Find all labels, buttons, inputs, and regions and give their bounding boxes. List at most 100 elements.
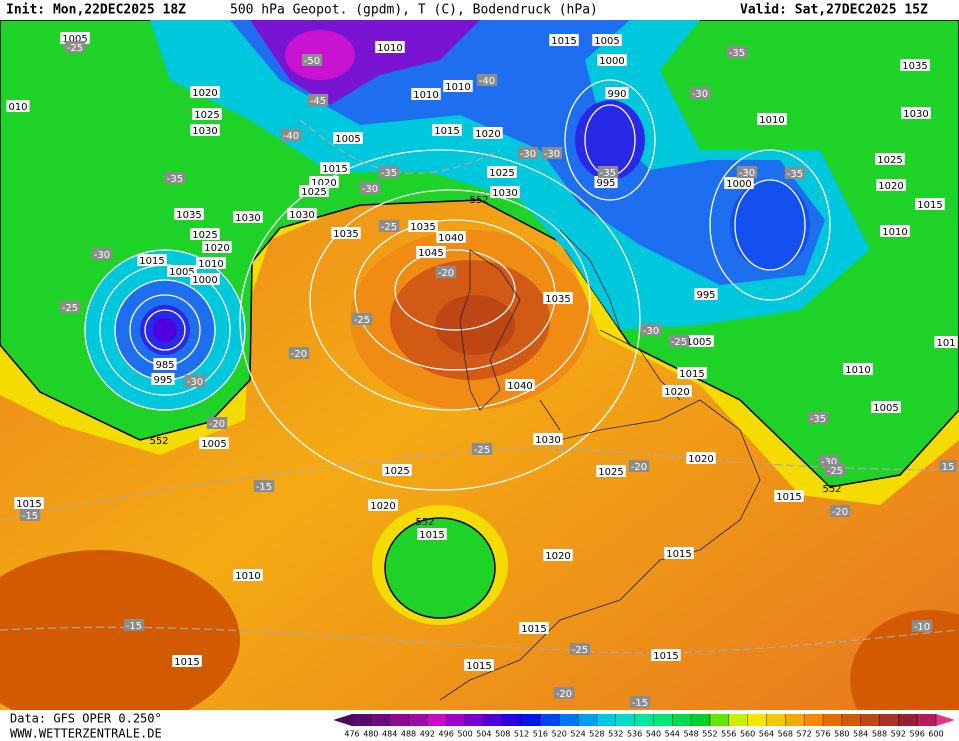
temperature-label: -20 [291,349,307,360]
pressure-label: 1010 [235,571,260,582]
pressure-label: 1030 [492,188,517,199]
pressure-label: 1015 [172,655,202,668]
pressure-label-box [880,225,910,237]
temperature-label-box [628,460,650,472]
pressure-label-box [774,490,804,502]
pressure-label-box [686,452,716,464]
pressure-label: 1010 [375,41,405,54]
pressure-label: 1025 [877,155,902,166]
pressure-label-box [605,87,629,99]
pressure-label-box [192,108,222,120]
pressure-label-box [549,34,579,46]
pressure-label: 1035 [331,227,361,240]
pressure-label: 995 [694,288,718,301]
pressure-label: 985 [155,360,174,371]
pressure-label: 1020 [878,181,903,192]
height-label: 552 [822,484,841,495]
colorbar-tick-label: 520 [552,730,567,739]
pressure-label-box [6,100,30,112]
pressure-label: 1015 [434,126,459,137]
trough-core [730,180,810,270]
temperature-label: -25 [381,222,397,233]
map-area [0,20,959,710]
temperature-label-box [253,480,275,492]
temperature-label: -30 [739,168,755,179]
temperature-label: -15 [19,509,41,522]
low-ring [153,318,177,342]
website: WWW.WETTERZENTRALE.DE [10,727,162,741]
pressure-label: 1035 [545,294,570,305]
pressure-label: 1020 [876,179,906,192]
temperature-label-box [689,87,711,99]
pressure-label-box [382,464,412,476]
temperature-label: -30 [736,166,758,179]
temperature-label: -30 [640,324,662,337]
pressure-label: 1010 [843,363,873,376]
valid-time: Valid: Sat,27DEC2025 15Z [740,3,928,18]
colorbar-tick-label: 504 [476,730,491,739]
colorbar-tick-label: 484 [382,730,397,739]
title: 500 hPa Geopot. (gpdm), T (C), Bodendruc… [230,3,598,18]
pressure-label-box [320,162,350,174]
pressure-label-box [592,34,622,46]
pressure-label-box [432,124,462,136]
pressure-label-box [596,465,626,477]
temperature-label-box [829,505,851,517]
temperature-label: -35 [597,166,619,179]
colorbar-bin [804,714,824,726]
pressure-label-box [153,358,177,370]
pressure-label: 1045 [416,246,446,259]
temperature-label: -15 [256,482,272,493]
temperature-label-box [517,147,539,159]
height-label: 552 [415,517,434,528]
pressure-label-box [490,186,520,198]
pressure-label-box [190,124,220,136]
pressure-label-box [843,363,873,375]
pressure-label: 1015 [137,254,167,267]
temperature-label: -25 [351,313,373,326]
pressure-label: 1030 [287,208,317,221]
temperature-label: -30 [689,87,711,100]
pressure-label: 1025 [487,166,517,179]
pressure-label: 1035 [902,61,927,72]
pressure-label: 1025 [301,187,326,198]
pressure-label: 1035 [333,229,358,240]
colorbar-bin [427,714,447,726]
pressure-label: 1015 [915,198,945,211]
temperature-label: -20 [438,268,454,279]
pressure-label-box [202,241,232,253]
colorbar-tick-label: 516 [533,730,548,739]
colorbar-tick-label: 572 [796,730,811,739]
pressure-label: 1015 [664,547,694,560]
temperature-label-box [597,166,619,178]
pressure-label-box [233,211,263,223]
pressure-label-box [662,385,692,397]
pressure-label-box [287,208,317,220]
colorbar-bin [691,714,711,726]
temperature-label: -15 [632,698,648,709]
temperature-label: -25 [827,466,843,477]
colorbar-tick-label: 512 [514,730,529,739]
pressure-label: 1015 [521,624,546,635]
colorbar-bin [352,714,372,726]
pressure-label: 1005 [686,337,711,348]
temperature-label: -25 [572,645,588,656]
colorbar-bin [728,714,749,726]
pressure-label: 1025 [382,464,412,477]
pressure-label: 1025 [875,153,905,166]
pressure-label: 1010 [411,88,441,101]
temperature-label: -20 [631,462,647,473]
pressure-label: 1010 [445,82,470,93]
pressure-label: 995 [696,290,715,301]
temperature-label: -25 [671,337,687,348]
temperature-label-box [640,324,662,336]
data-source: Data: GFS OPER 0.250° [10,712,162,726]
temperature-label: -35 [381,168,397,179]
colorbar-bin [672,714,692,726]
temperature-label: -20 [553,687,575,700]
pressure-label: 990 [605,87,629,100]
temperature-label: -15 [126,621,142,632]
pressure-label: 1025 [489,168,514,179]
temperature-label: -30 [544,149,560,160]
